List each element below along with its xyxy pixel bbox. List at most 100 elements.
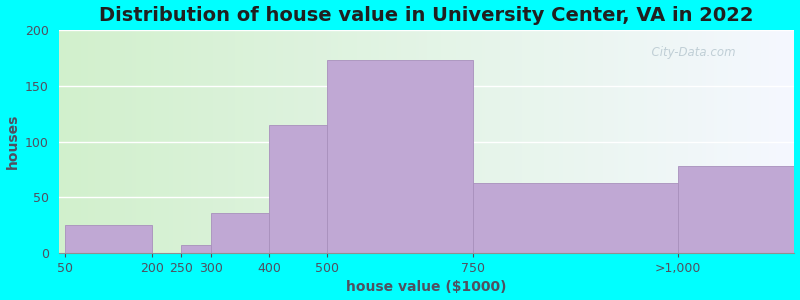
Bar	[70, 30, 74, 253]
Bar	[636, 30, 640, 253]
Bar	[368, 30, 371, 253]
Bar	[743, 30, 746, 253]
Bar	[106, 30, 110, 253]
Bar	[202, 30, 206, 253]
Bar	[562, 30, 566, 253]
Bar	[65, 225, 152, 253]
Bar	[725, 30, 728, 253]
Bar	[534, 30, 537, 253]
Bar	[783, 30, 787, 253]
Bar	[732, 30, 735, 253]
X-axis label: house value ($1000): house value ($1000)	[346, 280, 507, 294]
Bar	[548, 30, 552, 253]
Bar	[522, 30, 526, 253]
Bar	[66, 30, 70, 253]
Bar	[276, 30, 279, 253]
Bar	[790, 30, 794, 253]
Bar	[754, 30, 758, 253]
Bar	[132, 30, 136, 253]
Bar	[456, 30, 460, 253]
Bar	[442, 30, 445, 253]
Bar	[338, 30, 342, 253]
Bar	[294, 30, 298, 253]
Bar	[353, 30, 357, 253]
Bar	[772, 30, 776, 253]
Bar	[371, 30, 375, 253]
Bar	[360, 30, 364, 253]
Bar	[401, 30, 405, 253]
Bar	[320, 30, 323, 253]
Bar	[158, 30, 162, 253]
Bar	[147, 30, 150, 253]
Bar	[592, 30, 596, 253]
Bar	[780, 30, 783, 253]
Bar	[250, 30, 254, 253]
Bar	[544, 30, 548, 253]
Bar	[698, 30, 702, 253]
Bar	[180, 30, 184, 253]
Bar	[269, 125, 327, 253]
Bar	[375, 30, 378, 253]
Bar	[331, 30, 334, 253]
Bar	[217, 30, 221, 253]
Bar	[198, 30, 202, 253]
Bar	[526, 30, 530, 253]
Bar	[570, 30, 574, 253]
Bar	[474, 183, 678, 253]
Bar	[426, 30, 430, 253]
Bar	[357, 30, 360, 253]
Bar	[710, 30, 714, 253]
Bar	[670, 30, 673, 253]
Bar	[585, 30, 589, 253]
Bar	[419, 30, 423, 253]
Bar	[430, 30, 434, 253]
Bar	[552, 30, 555, 253]
Bar	[302, 30, 305, 253]
Bar	[316, 30, 320, 253]
Bar	[515, 30, 518, 253]
Bar	[162, 30, 166, 253]
Bar	[412, 30, 415, 253]
Bar	[214, 30, 217, 253]
Bar	[622, 30, 626, 253]
Bar	[651, 30, 654, 253]
Bar	[739, 30, 743, 253]
Bar	[691, 30, 695, 253]
Bar	[603, 30, 607, 253]
Bar	[235, 30, 239, 253]
Bar	[735, 30, 739, 253]
Bar	[762, 30, 765, 253]
Bar	[640, 30, 644, 253]
Bar	[92, 30, 95, 253]
Bar	[184, 30, 187, 253]
Bar	[88, 30, 92, 253]
Bar	[482, 30, 486, 253]
Bar	[493, 30, 497, 253]
Text: City-Data.com: City-Data.com	[644, 46, 735, 59]
Bar	[350, 30, 353, 253]
Bar	[272, 30, 276, 253]
Bar	[129, 30, 132, 253]
Bar	[74, 30, 77, 253]
Bar	[559, 30, 562, 253]
Bar	[114, 30, 118, 253]
Bar	[452, 30, 456, 253]
Bar	[504, 30, 507, 253]
Bar	[77, 30, 81, 253]
Bar	[143, 30, 147, 253]
Bar	[298, 30, 302, 253]
Bar	[125, 30, 129, 253]
Bar	[195, 30, 198, 253]
Bar	[169, 30, 173, 253]
Bar	[265, 30, 268, 253]
Bar	[254, 30, 258, 253]
Bar	[629, 30, 633, 253]
Bar	[58, 30, 62, 253]
Bar	[415, 30, 419, 253]
Bar	[662, 30, 666, 253]
Bar	[500, 30, 504, 253]
Bar	[702, 30, 706, 253]
Bar	[438, 30, 442, 253]
Bar	[765, 30, 769, 253]
Bar	[486, 30, 489, 253]
